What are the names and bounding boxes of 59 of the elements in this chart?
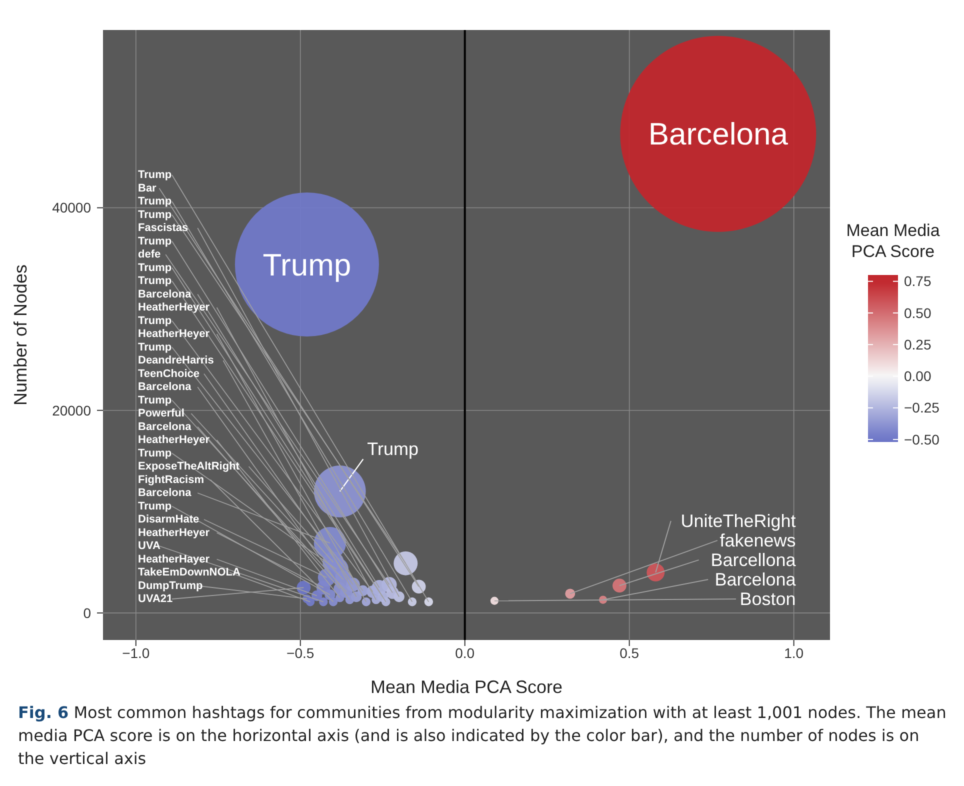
annotation: Trump xyxy=(138,341,172,354)
color-bar-label: −0.25 xyxy=(904,400,940,416)
y-tick-label: 0 xyxy=(83,604,92,621)
annotation: Trump xyxy=(367,439,419,460)
annotation: fakenews xyxy=(720,530,796,550)
annotation: Trump xyxy=(138,275,172,287)
annotation: Barcelona xyxy=(648,116,789,152)
annotation: Barcellona xyxy=(710,550,797,570)
annotation: TeenChoice xyxy=(138,368,200,380)
annotation: Boston xyxy=(740,588,796,609)
annotation: Trump xyxy=(138,500,172,512)
annotation: UVA21 xyxy=(138,593,173,605)
annotation: Fascistas xyxy=(138,222,188,234)
color-bar-label: 0.25 xyxy=(904,336,932,352)
caption: Fig. 6 Most common hashtags for communities from modularity maximization with at least 1,001 nodes. The mean media PCA score is on the horizontal axis (and is also indicated by the color bar), and the number of nodes is on the vertical axis xyxy=(18,703,946,768)
annotation: Trump xyxy=(138,314,172,327)
y-tick-label: 20000 xyxy=(52,402,92,418)
annotation: Barcelona xyxy=(138,381,192,393)
annotation: DisarmHate xyxy=(138,514,200,526)
annotation: Trump xyxy=(138,169,172,181)
annotation: Trump xyxy=(138,262,172,274)
annotation: HeatherHeyer xyxy=(138,302,210,314)
annotation: HeatherHeyer xyxy=(138,328,210,340)
annotation: ExposeTheAltRight xyxy=(138,460,240,472)
x-axis-title: Mean Media PCA Score xyxy=(370,677,563,697)
annotation: Barcelona xyxy=(138,487,192,499)
color-bar-label: 0.75 xyxy=(904,273,932,290)
x-tick-label: 1.0 xyxy=(784,644,804,661)
annotation: FightRacism xyxy=(138,474,204,486)
annotation: DeandreHarris xyxy=(138,354,214,366)
annotation: TakeEmDownNOLA xyxy=(138,566,241,578)
annotation: Trump xyxy=(138,235,172,248)
annotation: Trump xyxy=(138,208,172,221)
annotation: Trump xyxy=(138,447,172,460)
annotation: HeatherHeyer xyxy=(138,434,210,446)
annotation: HeatherHeyer xyxy=(138,526,210,539)
annotation: Barcelona xyxy=(714,569,797,590)
x-tick-label: 0.0 xyxy=(455,644,475,661)
x-tick-label: 0.5 xyxy=(620,644,640,661)
color-bar-title: Mean Media PCA Score xyxy=(846,221,940,261)
x-tick-label: −1.0 xyxy=(122,644,150,661)
color-bar-label: 0.00 xyxy=(904,368,932,384)
y-axis-title: Number of Nodes xyxy=(10,264,30,406)
x-tick-label: −0.5 xyxy=(286,644,314,661)
annotation: Trump xyxy=(262,247,352,282)
annotation: Trump xyxy=(138,196,172,208)
annotation: Barcelona xyxy=(138,420,192,433)
color-bar-label: 0.50 xyxy=(904,304,932,321)
annotation: UniteTheRight xyxy=(680,510,796,531)
color-bar-label: −0.50 xyxy=(904,431,940,448)
annotation: Bar xyxy=(138,182,158,194)
annotation: Trump xyxy=(138,394,172,406)
annotation: UVA xyxy=(138,540,160,552)
annotation: Powerful xyxy=(138,408,184,420)
annotation: Barcelona xyxy=(138,288,192,300)
annotation: defe xyxy=(138,248,161,260)
y-tick-label: 40000 xyxy=(52,200,92,216)
annotation: DumpTrump xyxy=(138,580,204,592)
annotation: HeatherHayer xyxy=(138,553,210,566)
